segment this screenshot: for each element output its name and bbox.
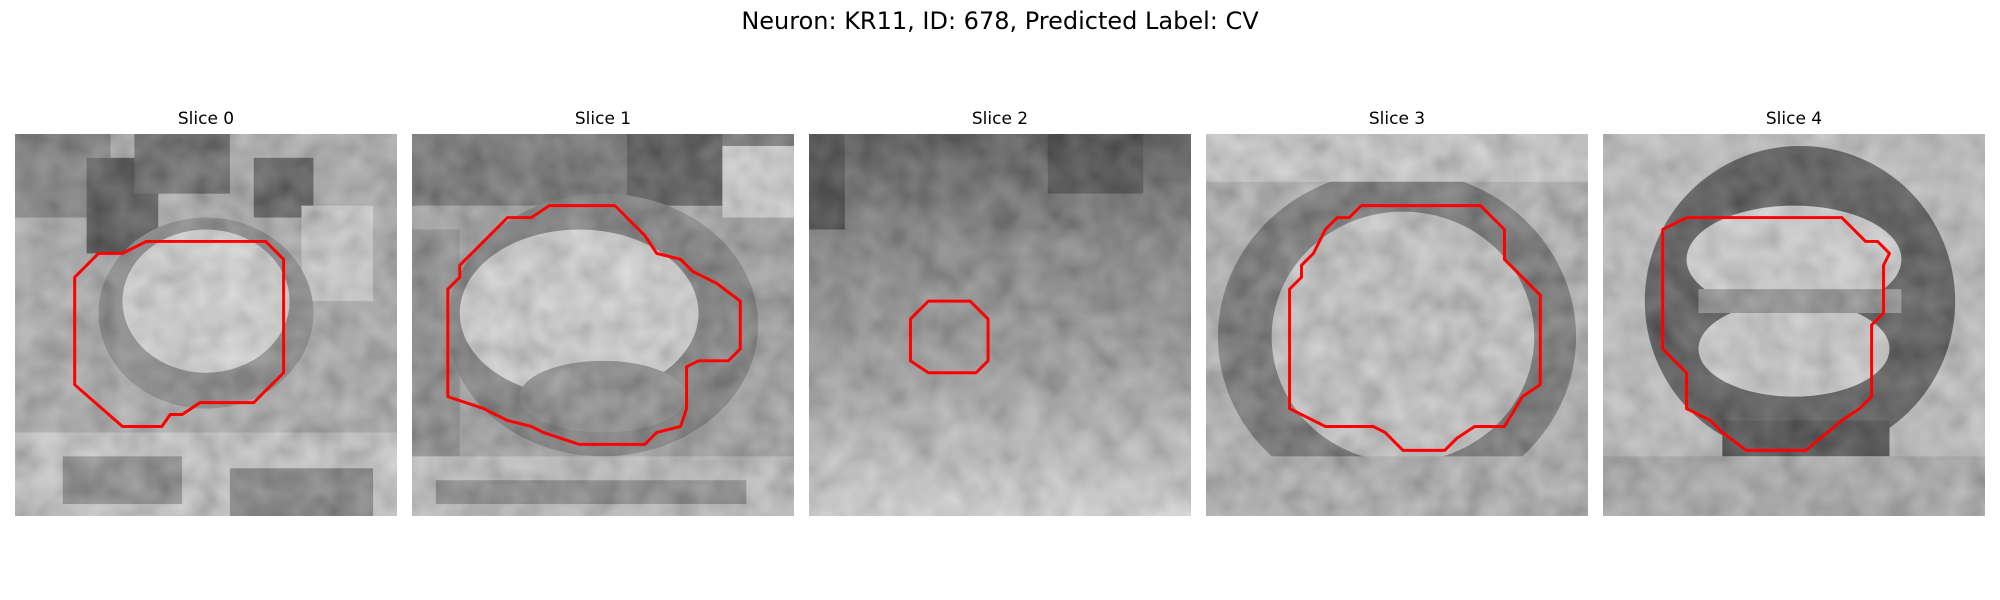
- slice-panel-1: Slice 1: [412, 108, 794, 516]
- slice-title-4: Slice 4: [1765, 109, 1823, 129]
- slice-title-1: Slice 1: [574, 109, 632, 129]
- slice-contour-3: [1288, 204, 1542, 452]
- slice-image-2: [809, 134, 1191, 516]
- slice-image-1: [412, 134, 794, 516]
- figure-title: Neuron: KR11, ID: 678, Predicted Label: …: [741, 7, 1259, 35]
- slice-panel-3: Slice 3: [1206, 108, 1588, 516]
- slice-image-4: [1603, 134, 1985, 516]
- slice-contour-0: [73, 239, 286, 428]
- slice-image-3: [1206, 134, 1588, 516]
- slice-title-0: Slice 0: [177, 109, 235, 129]
- slice-title-3: Slice 3: [1368, 109, 1426, 129]
- slice-contour-1: [446, 204, 742, 446]
- slice-contour-2: [908, 299, 990, 375]
- slice-panel-4: Slice 4: [1603, 108, 1985, 516]
- slice-title-2: Slice 2: [971, 109, 1029, 129]
- slice-contour-4: [1661, 216, 1891, 452]
- slice-panel-0: Slice 0: [15, 108, 397, 516]
- slice-image-0: [15, 134, 397, 516]
- slice-panel-2: Slice 2: [809, 108, 1191, 516]
